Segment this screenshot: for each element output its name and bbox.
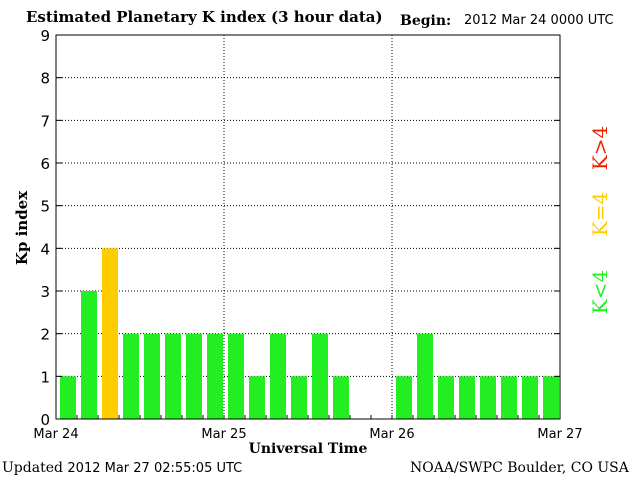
source-credit: NOAA/SWPC Boulder, CO USA: [410, 460, 629, 476]
kp-bar: [249, 376, 265, 419]
x-tick-label: Mar 24: [33, 427, 78, 442]
x-tick-label: Mar 25: [201, 427, 246, 442]
kp-bar: [291, 376, 307, 419]
kp-bar: [123, 333, 139, 419]
updated-value: 2012 Mar 27 02:55:05 UTC: [67, 461, 243, 476]
kp-bar: [522, 376, 538, 419]
begin-value: 2012 Mar 24 0000 UTC: [464, 13, 614, 28]
y-tick-label: 6: [40, 155, 50, 173]
y-tick-label: 4: [40, 240, 50, 258]
kp-bar: [333, 376, 349, 419]
kp-bar: [417, 333, 433, 419]
kp-bar: [102, 248, 118, 419]
kp-bar: [165, 333, 181, 419]
kp-bar: [438, 376, 454, 419]
y-tick-label: 2: [40, 326, 50, 344]
grid: [56, 35, 560, 419]
legend-above-4: K>4: [588, 125, 612, 171]
kp-bar: [81, 291, 97, 419]
kp-bar: [270, 333, 286, 419]
bars: [60, 248, 559, 419]
kp-bar: [186, 333, 202, 419]
y-tick-label: 1: [40, 368, 50, 386]
y-tick-label: 5: [40, 198, 50, 216]
x-ticks: Mar 24 Mar 25 Mar 26 Mar 27: [33, 415, 583, 442]
kp-bar: [228, 333, 244, 419]
kp-bar: [501, 376, 517, 419]
updated-timestamp: Updated 2012 Mar 27 02:55:05 UTC: [2, 460, 242, 476]
kp-bar: [144, 333, 160, 419]
y-tick-label: 0: [40, 411, 50, 429]
y-axis-label: Kp index: [13, 190, 31, 265]
kp-bar: [459, 376, 475, 419]
updated-label: Updated: [2, 460, 63, 476]
x-axis-label: Universal Time: [249, 441, 368, 457]
chart-title: Estimated Planetary K index (3 hour data…: [26, 8, 383, 26]
x-tick-label: Mar 26: [369, 427, 414, 442]
kp-bar: [480, 376, 496, 419]
kp-bar: [207, 333, 223, 419]
y-tick-label: 7: [40, 112, 50, 130]
x-tick-label: Mar 27: [537, 427, 582, 442]
kp-bar: [543, 376, 559, 419]
kp-bar: [312, 333, 328, 419]
y-tick-label: 9: [40, 27, 50, 45]
kp-bar: [396, 376, 412, 419]
begin-label: Begin:: [400, 13, 452, 29]
kp-bar: [60, 376, 76, 419]
y-ticks: 0 1 2 3 4 5 6 7 8 9: [40, 27, 560, 429]
y-tick-label: 3: [40, 283, 50, 301]
y-tick-label: 8: [40, 70, 50, 88]
